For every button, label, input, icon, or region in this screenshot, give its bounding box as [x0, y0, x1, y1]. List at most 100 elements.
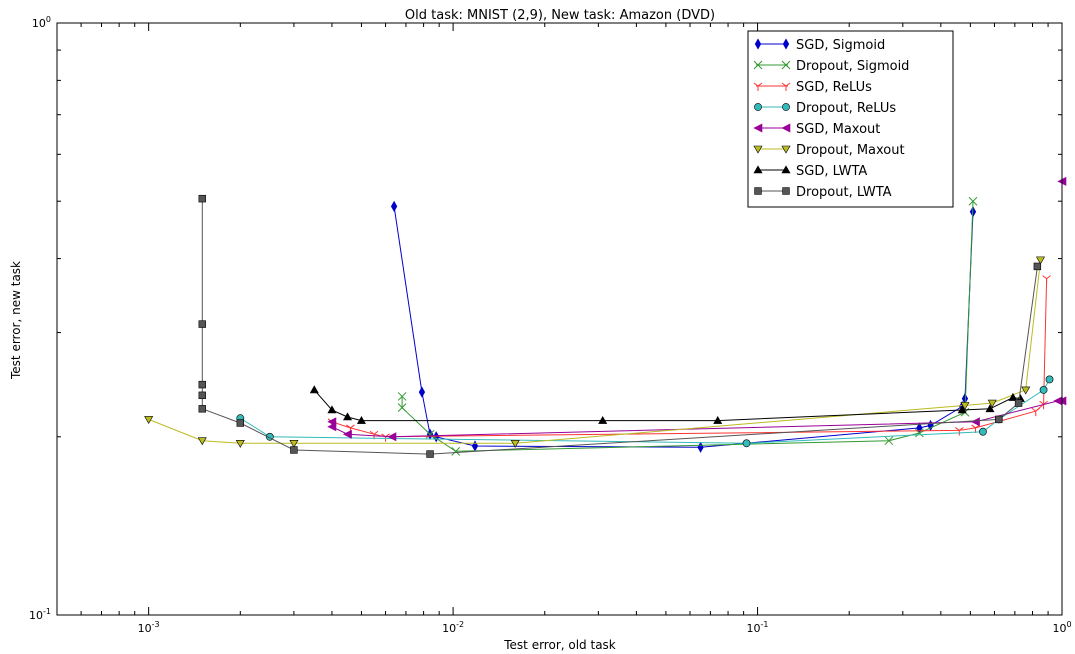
- data-point-dropout-sigmoid: [425, 429, 435, 439]
- series-line-dropout-sigmoid: [401, 201, 974, 452]
- data-point-sgd-relus: [1031, 407, 1041, 417]
- y-tick-label: 100: [32, 15, 51, 30]
- legend-marker: [754, 187, 762, 195]
- data-point-dropout-maxout: [1035, 256, 1046, 265]
- data-point-dropout-sigmoid: [915, 428, 924, 438]
- y-axis-label: Test error, new task: [9, 261, 23, 380]
- legend-label: SGD, LWTA: [796, 164, 867, 179]
- data-point-sgd-sigmoid: [390, 200, 398, 213]
- data-point-dropout-relus: [1045, 375, 1054, 384]
- legend-entry-sgd-relus: SGD, ReLUs: [753, 80, 872, 95]
- legend-label: Dropout, ReLUs: [796, 101, 896, 116]
- legend-marker: [753, 145, 763, 154]
- data-point-sgd-relus: [1042, 275, 1051, 284]
- data-point-dropout-sigmoid: [968, 196, 978, 206]
- chart-title: Old task: MNIST (2,9), New task: Amazon …: [405, 8, 715, 23]
- data-point-dropout-lwta: [198, 380, 206, 389]
- data-point-sgd-lwta: [327, 405, 337, 414]
- data-point-dropout-lwta: [198, 194, 206, 203]
- data-point-sgd-maxout: [327, 422, 337, 432]
- plot-frame: [56, 22, 1063, 616]
- axis-ticks: 10-3 10-2 10-1 100 10-1 100: [29, 15, 1072, 635]
- legend-entry-dropout-lwta: Dropout, LWTA: [754, 185, 892, 200]
- legend-marker: [781, 123, 791, 133]
- data-point-dropout-maxout: [960, 402, 970, 410]
- legend-label: SGD, Sigmoid: [796, 38, 885, 53]
- data-point-sgd-lwta: [309, 385, 319, 394]
- legend-entry-sgd-lwta: SGD, LWTA: [753, 164, 867, 179]
- data-point-dropout-sigmoid: [397, 403, 407, 413]
- data-point-dropout-relus: [1039, 386, 1048, 394]
- legend-label: Dropout, LWTA: [796, 185, 892, 200]
- data-point-sgd-relus: [1039, 400, 1048, 410]
- series-dropout-maxout: [144, 256, 1046, 448]
- x-tick-label: 10-2: [442, 620, 464, 635]
- legend-box: [747, 30, 954, 208]
- series-line-sgd-lwta: [313, 389, 1021, 422]
- data-point-dropout-maxout: [144, 416, 154, 424]
- data-point-dropout-lwta: [198, 320, 206, 328]
- data-point-dropout-lwta: [1033, 262, 1042, 271]
- data-point-dropout-lwta: [426, 450, 434, 458]
- legend-entry-sgd-maxout: SGD, Maxout: [753, 122, 880, 137]
- legend-marker: [781, 145, 791, 154]
- data-point-sgd-lwta: [343, 412, 353, 421]
- data-point-dropout-relus: [979, 427, 987, 436]
- data-point-sgd-lwta: [713, 415, 723, 424]
- data-point-sgd-lwta: [957, 405, 967, 414]
- x-axis-label: Test error, old task: [503, 638, 616, 652]
- data-point-sgd-maxout: [342, 429, 352, 439]
- data-point-dropout-maxout: [510, 439, 520, 448]
- legend-marker: [753, 60, 763, 70]
- legend-marker: [753, 82, 763, 91]
- data-point-dropout-maxout: [987, 399, 997, 408]
- data-point-dropout-lwta: [290, 446, 298, 454]
- legend-entry-dropout-maxout: Dropout, Maxout: [753, 143, 905, 158]
- data-point-dropout-maxout: [1021, 386, 1031, 395]
- data-point-dropout-relus: [742, 439, 751, 448]
- data-point-sgd-maxout: [387, 432, 397, 442]
- data-point-dropout-maxout: [235, 439, 245, 448]
- series-dropout-lwta: [198, 194, 1042, 458]
- x-tick-label: 10-1: [747, 620, 769, 635]
- data-point-dropout-sigmoid: [451, 446, 461, 456]
- legend-marker: [753, 165, 763, 174]
- legend-marker: [781, 165, 791, 174]
- legend-marker: [754, 38, 762, 50]
- data-point-dropout-lwta: [198, 391, 206, 400]
- data-point-sgd-lwta: [598, 415, 608, 424]
- y-tick-label: 10-1: [29, 607, 51, 622]
- data-point-sgd-lwta: [356, 415, 366, 424]
- data-point-dropout-sigmoid: [884, 436, 894, 446]
- data-point-dropout-sigmoid: [397, 392, 407, 401]
- legend-label: Dropout, Maxout: [796, 143, 905, 158]
- series-dropout-relus: [236, 375, 1054, 448]
- data-point-sgd-maxout: [970, 417, 980, 427]
- legend-marker: [782, 38, 790, 50]
- plot-series: [144, 176, 1067, 458]
- data-point-sgd-lwta: [985, 404, 995, 413]
- data-point-dropout-maxout: [289, 439, 299, 448]
- x-tick-label: 10-3: [138, 620, 160, 635]
- legend-marker: [782, 103, 790, 111]
- data-point-sgd-lwta: [1008, 392, 1018, 401]
- legend-marker: [754, 103, 762, 111]
- data-point-dropout-maxout: [197, 437, 207, 446]
- x-tick-label: 100: [1052, 620, 1071, 635]
- data-point-sgd-sigmoid: [418, 386, 426, 398]
- legend-label: SGD, ReLUs: [796, 80, 872, 95]
- legend-label: Dropout, Sigmoid: [796, 59, 909, 74]
- legend-marker: [781, 82, 791, 91]
- legend: SGD, Sigmoid Dropout, Sigmoid SGD, ReLUs Dr…: [747, 30, 954, 208]
- data-point-dropout-lwta: [1014, 399, 1023, 407]
- legend-marker: [782, 187, 790, 195]
- legend-label: SGD, Maxout: [796, 122, 880, 137]
- data-point-dropout-lwta: [995, 415, 1003, 424]
- data-point-dropout-lwta: [236, 419, 244, 427]
- legend-marker: [781, 60, 791, 70]
- legend-entry-sgd-sigmoid: SGD, Sigmoid: [754, 38, 885, 53]
- legend-entry-dropout-relus: Dropout, ReLUs: [754, 101, 896, 116]
- legend-marker: [753, 123, 763, 133]
- data-point-dropout-lwta: [198, 405, 206, 413]
